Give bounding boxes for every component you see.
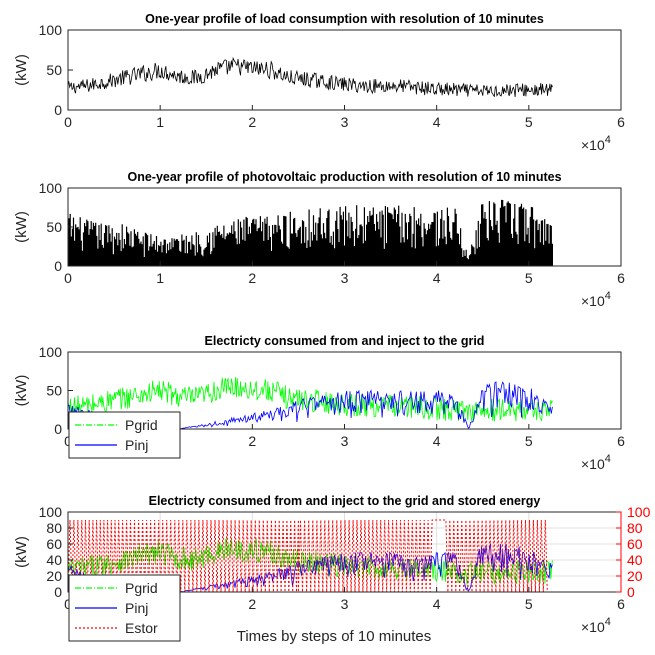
- x-tick-label: 6: [617, 114, 625, 130]
- y-tick-label: 50: [46, 219, 62, 235]
- x-tick-label: 6: [617, 433, 625, 449]
- y-axis-label: (kW): [13, 211, 30, 243]
- x-tick-label: 2: [248, 596, 256, 612]
- subplot-title: One-year profile of load consumption wit…: [145, 12, 544, 26]
- x-exponent: ×104: [581, 134, 611, 153]
- x-tick-label: 3: [341, 596, 349, 612]
- subplot-title: One-year profile of photovoltaic product…: [127, 170, 561, 184]
- x-tick-label: 0: [64, 596, 72, 612]
- x-tick-label: 4: [433, 596, 441, 612]
- y-tick-label: 40: [46, 552, 62, 568]
- y-tick-label: 100: [39, 504, 63, 520]
- legend-label: Estor: [125, 620, 158, 636]
- legend-label: Pgrid: [125, 580, 158, 596]
- x-tick-label: 6: [617, 596, 625, 612]
- load-series: [68, 56, 553, 98]
- y-tick-label: 80: [46, 520, 62, 536]
- x-exponent-power: 4: [605, 616, 611, 628]
- x-exponent: ×104: [581, 616, 611, 635]
- x-tick-label: 0: [64, 270, 72, 286]
- subplot-1: 0 1 2 3 4 5 6 0 50 100 One-year profile of load co…: [13, 12, 625, 153]
- pv-series: [68, 199, 553, 266]
- axes-frame: [67, 29, 622, 111]
- x-exponent: ×104: [581, 290, 611, 309]
- subplot-title: Electricty consumed from and inject to t…: [149, 494, 541, 508]
- x-tick-label: 0: [64, 114, 72, 130]
- y-tick-label: 60: [46, 536, 62, 552]
- x-tick-label: 2: [248, 433, 256, 449]
- x-exponent-power: 4: [605, 290, 611, 302]
- x-tick-label: 1: [156, 114, 164, 130]
- y-axis-label: (kW): [13, 536, 30, 568]
- figure-x-axis-label: Times by steps of 10 minutes: [237, 628, 432, 645]
- x-exponent-power: 4: [605, 453, 611, 465]
- x-tick-label: 3: [341, 433, 349, 449]
- y-tick-label: 0: [54, 421, 62, 437]
- pgrid-series: [68, 377, 553, 423]
- x-tick-label: 0: [64, 433, 72, 449]
- x-tick-label: 2: [248, 270, 256, 286]
- y2-tick-label: 60: [627, 536, 643, 552]
- x-tick-label: 5: [525, 433, 533, 449]
- y2-tick-label: 40: [627, 552, 643, 568]
- x-tick-label: 2: [248, 114, 256, 130]
- y-tick-label: 0: [54, 584, 62, 600]
- x-tick-label: 4: [433, 270, 441, 286]
- y-tick-label: 100: [39, 344, 63, 360]
- y-tick-label: 0: [54, 258, 62, 274]
- x-exponent: ×104: [581, 453, 611, 472]
- subplot-4: 0123456020406080100020406080100Electrict…: [13, 494, 651, 642]
- x-tick-label: 5: [525, 596, 533, 612]
- x-tick-label: 3: [341, 270, 349, 286]
- legend-label: Pgrid: [125, 417, 158, 433]
- y-tick-label: 0: [54, 102, 62, 118]
- y-tick-label: 100: [39, 22, 63, 38]
- x-tick-label: 1: [156, 270, 164, 286]
- y-tick-label: 50: [46, 62, 62, 78]
- x-tick-label: 3: [341, 114, 349, 130]
- subplot-3: 0123456050100Electricty consumed from an…: [13, 334, 625, 472]
- legend-label: Pinj: [125, 600, 148, 616]
- subplot-2: 0 1 2 3 4 5 6 0 50 100 One-year profile of photovo…: [13, 170, 625, 309]
- y-tick-label: 100: [39, 180, 63, 196]
- y-tick-label: 20: [46, 568, 62, 584]
- y-tick-label: 50: [46, 383, 62, 399]
- x-exponent-power: 4: [605, 134, 611, 146]
- series-group: [68, 56, 553, 98]
- x-tick-label: 5: [525, 270, 533, 286]
- y2-tick-label: 20: [627, 568, 643, 584]
- x-tick-label: 6: [617, 270, 625, 286]
- x-tick-label: 4: [433, 433, 441, 449]
- series-group: [68, 199, 553, 266]
- y-axis-label: (kW): [13, 375, 30, 407]
- estor-series: [68, 519, 548, 592]
- x-tick-label: 4: [433, 114, 441, 130]
- legend-label: Pinj: [125, 437, 148, 453]
- y2-tick-label: 100: [627, 504, 651, 520]
- y2-tick-label: 0: [627, 584, 635, 600]
- x-tick-label: 5: [525, 114, 533, 130]
- subplot-title: Electricty consumed from and inject to t…: [205, 334, 485, 348]
- y2-tick-label: 80: [627, 520, 643, 536]
- legend-box: [68, 411, 181, 459]
- y-axis-label: (kW): [13, 54, 30, 86]
